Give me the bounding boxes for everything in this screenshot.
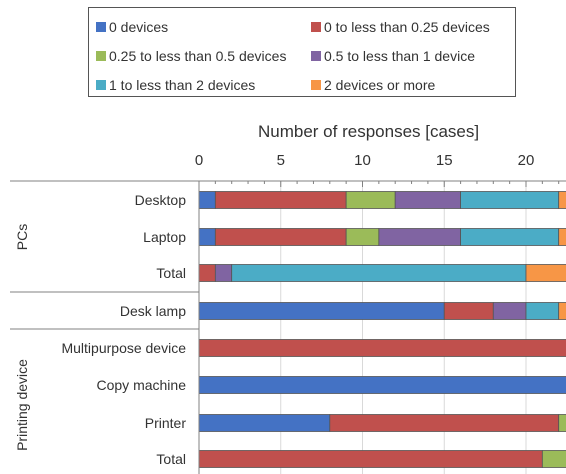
category-label: Copy machine [97, 377, 187, 393]
bar-segment [198, 264, 216, 282]
legend-label: 0.5 to less than 1 device [324, 48, 475, 64]
chart-legend: 0 devices 0 to less than 0.25 devices 0.… [88, 7, 516, 97]
legend-item-0-devices: 0 devices [96, 18, 168, 36]
legend-swatch [311, 51, 321, 61]
x-tick-label: 0 [195, 152, 203, 169]
bar-segment [198, 302, 445, 320]
legend-label: 0.25 to less than 0.5 devices [109, 48, 287, 64]
legend-item-0.25-to-0.5: 0.25 to less than 0.5 devices [96, 47, 286, 65]
legend-label: 1 to less than 2 devices [109, 77, 256, 93]
bar-segment [345, 191, 396, 209]
bar-segment [443, 302, 494, 320]
bar-segment [492, 302, 527, 320]
bar-segment [558, 414, 566, 432]
group-label: Printing device [14, 359, 30, 451]
bar-segment [214, 191, 347, 209]
category-label: Desk lamp [120, 303, 186, 319]
bar-segment [460, 228, 560, 246]
bar-segment [198, 228, 216, 246]
bar-segment [525, 302, 560, 320]
bar-segment [214, 228, 347, 246]
bar-segment [394, 191, 462, 209]
bar-segment [558, 302, 566, 320]
legend-swatch [96, 22, 106, 32]
x-tick-label: 10 [354, 152, 371, 169]
x-tick-label: 15 [436, 152, 453, 169]
x-tick-label: 20 [518, 152, 535, 169]
group-label: PCs [14, 224, 30, 250]
legend-item-0.5-to-1: 0.5 to less than 1 device [311, 47, 475, 65]
legend-swatch [311, 80, 321, 90]
legend-label: 0 to less than 0.25 devices [324, 19, 490, 35]
category-label: Laptop [143, 229, 186, 245]
bar-segment [329, 414, 560, 432]
bar-segment [460, 191, 560, 209]
bar-segment [198, 339, 566, 357]
legend-item-2-or-more: 2 devices or more [311, 76, 435, 94]
bar-segment [558, 191, 566, 209]
bar-segment [378, 228, 462, 246]
category-label: Multipurpose device [61, 340, 186, 356]
legend-item-1-to-2: 1 to less than 2 devices [96, 76, 255, 94]
bar-segment [198, 450, 543, 468]
bar-segment [198, 414, 331, 432]
legend-label: 2 devices or more [324, 77, 436, 93]
legend-item-0-to-0.25: 0 to less than 0.25 devices [311, 18, 490, 36]
category-label: Total [156, 451, 186, 467]
category-label: Desktop [135, 192, 187, 208]
category-label: Printer [145, 415, 187, 431]
bar-segment [198, 191, 216, 209]
bar-segment [345, 228, 380, 246]
category-label: Total [156, 265, 186, 281]
legend-swatch [96, 51, 106, 61]
bar-segment [214, 264, 233, 282]
legend-swatch [311, 22, 321, 32]
legend-label: 0 devices [109, 19, 169, 35]
x-tick-label: 5 [277, 152, 285, 169]
bar-segment [525, 264, 566, 282]
bar-segment [198, 376, 566, 394]
bar-segment [558, 228, 566, 246]
bar-segment [231, 264, 527, 282]
bar-segment [541, 450, 566, 468]
legend-swatch [96, 80, 106, 90]
x-axis-title: Number of responses [cases] [258, 122, 480, 141]
